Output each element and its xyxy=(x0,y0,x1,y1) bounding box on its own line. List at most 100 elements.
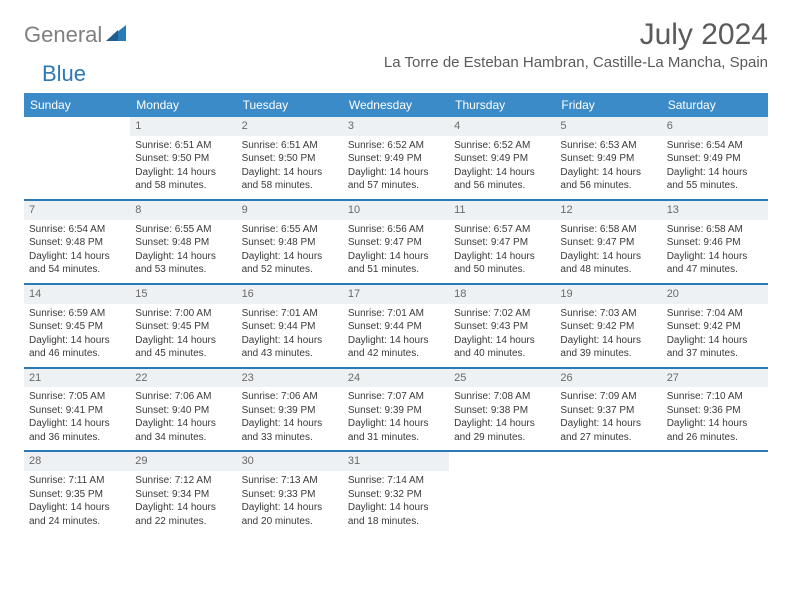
sunrise-line: Sunrise: 6:58 AM xyxy=(560,223,656,237)
calendar-table: SundayMondayTuesdayWednesdayThursdayFrid… xyxy=(24,93,768,534)
sunrise-line: Sunrise: 7:02 AM xyxy=(454,307,550,321)
weekday-header: Saturday xyxy=(662,93,768,117)
sunset-line: Sunset: 9:49 PM xyxy=(667,152,763,166)
calendar-week-row: 21Sunrise: 7:05 AMSunset: 9:41 PMDayligh… xyxy=(24,368,768,452)
calendar-cell: 25Sunrise: 7:08 AMSunset: 9:38 PMDayligh… xyxy=(449,368,555,452)
calendar-header-row: SundayMondayTuesdayWednesdayThursdayFrid… xyxy=(24,93,768,117)
daylight-line: Daylight: 14 hours and 24 minutes. xyxy=(29,501,125,528)
weekday-header: Monday xyxy=(130,93,236,117)
weekday-header: Tuesday xyxy=(237,93,343,117)
daylight-line: Daylight: 14 hours and 50 minutes. xyxy=(454,250,550,277)
calendar-cell: 23Sunrise: 7:06 AMSunset: 9:39 PMDayligh… xyxy=(237,368,343,452)
day-number: 20 xyxy=(662,285,768,304)
calendar-week-row: 28Sunrise: 7:11 AMSunset: 9:35 PMDayligh… xyxy=(24,451,768,534)
daylight-line: Daylight: 14 hours and 22 minutes. xyxy=(135,501,231,528)
sunrise-line: Sunrise: 7:11 AM xyxy=(29,474,125,488)
day-number: 27 xyxy=(662,369,768,388)
day-number: 5 xyxy=(555,117,661,136)
daylight-line: Daylight: 14 hours and 53 minutes. xyxy=(135,250,231,277)
sunset-line: Sunset: 9:42 PM xyxy=(667,320,763,334)
sunrise-line: Sunrise: 6:55 AM xyxy=(135,223,231,237)
sunset-line: Sunset: 9:50 PM xyxy=(242,152,338,166)
sunrise-line: Sunrise: 6:56 AM xyxy=(348,223,444,237)
daylight-line: Daylight: 14 hours and 56 minutes. xyxy=(454,166,550,193)
daylight-line: Daylight: 14 hours and 18 minutes. xyxy=(348,501,444,528)
calendar-cell: . xyxy=(24,117,130,200)
sunrise-line: Sunrise: 7:13 AM xyxy=(242,474,338,488)
sunrise-line: Sunrise: 6:54 AM xyxy=(667,139,763,153)
day-number: 18 xyxy=(449,285,555,304)
calendar-cell: 14Sunrise: 6:59 AMSunset: 9:45 PMDayligh… xyxy=(24,284,130,368)
day-number: 12 xyxy=(555,201,661,220)
day-number: 31 xyxy=(343,452,449,471)
daylight-line: Daylight: 14 hours and 27 minutes. xyxy=(560,417,656,444)
sunset-line: Sunset: 9:32 PM xyxy=(348,488,444,502)
calendar-cell: . xyxy=(555,451,661,534)
calendar-cell: 7Sunrise: 6:54 AMSunset: 9:48 PMDaylight… xyxy=(24,200,130,284)
day-number: 10 xyxy=(343,201,449,220)
day-number: 19 xyxy=(555,285,661,304)
calendar-week-row: .1Sunrise: 6:51 AMSunset: 9:50 PMDayligh… xyxy=(24,117,768,200)
sunrise-line: Sunrise: 6:52 AM xyxy=(348,139,444,153)
calendar-cell: 5Sunrise: 6:53 AMSunset: 9:49 PMDaylight… xyxy=(555,117,661,200)
sunset-line: Sunset: 9:41 PM xyxy=(29,404,125,418)
sunset-line: Sunset: 9:36 PM xyxy=(667,404,763,418)
day-number: 22 xyxy=(130,369,236,388)
sunset-line: Sunset: 9:49 PM xyxy=(560,152,656,166)
sunrise-line: Sunrise: 7:10 AM xyxy=(667,390,763,404)
sunset-line: Sunset: 9:48 PM xyxy=(29,236,125,250)
daylight-line: Daylight: 14 hours and 48 minutes. xyxy=(560,250,656,277)
daylight-line: Daylight: 14 hours and 58 minutes. xyxy=(135,166,231,193)
day-number: 14 xyxy=(24,285,130,304)
calendar-cell: 15Sunrise: 7:00 AMSunset: 9:45 PMDayligh… xyxy=(130,284,236,368)
sunrise-line: Sunrise: 7:03 AM xyxy=(560,307,656,321)
daylight-line: Daylight: 14 hours and 47 minutes. xyxy=(667,250,763,277)
daylight-line: Daylight: 14 hours and 26 minutes. xyxy=(667,417,763,444)
daylight-line: Daylight: 14 hours and 46 minutes. xyxy=(29,334,125,361)
day-number: 15 xyxy=(130,285,236,304)
day-number: 16 xyxy=(237,285,343,304)
sunset-line: Sunset: 9:44 PM xyxy=(242,320,338,334)
day-number: 3 xyxy=(343,117,449,136)
day-number: 24 xyxy=(343,369,449,388)
sunrise-line: Sunrise: 7:14 AM xyxy=(348,474,444,488)
calendar-cell: 31 Sunrise: 7:14 AMSunset: 9:32 PMDayligh… xyxy=(343,451,449,534)
sunset-line: Sunset: 9:33 PM xyxy=(242,488,338,502)
daylight-line: Daylight: 14 hours and 29 minutes. xyxy=(454,417,550,444)
calendar-cell: 17Sunrise: 7:01 AMSunset: 9:44 PMDayligh… xyxy=(343,284,449,368)
sunrise-line: Sunrise: 6:52 AM xyxy=(454,139,550,153)
calendar-cell: 6 Sunrise: 6:54 AMSunset: 9:49 PMDaylight… xyxy=(662,117,768,200)
weekday-header: Thursday xyxy=(449,93,555,117)
calendar-cell: 27 Sunrise: 7:10 AMSunset: 9:36 PMDayligh… xyxy=(662,368,768,452)
daylight-line: Daylight: 14 hours and 45 minutes. xyxy=(135,334,231,361)
sunset-line: Sunset: 9:40 PM xyxy=(135,404,231,418)
day-number: 23 xyxy=(237,369,343,388)
calendar-cell: 13Sunrise: 6:58 AMSunset: 9:46 PMDayligh… xyxy=(662,200,768,284)
day-number: 29 xyxy=(130,452,236,471)
calendar-cell: 9Sunrise: 6:55 AMSunset: 9:48 PMDaylight… xyxy=(237,200,343,284)
sunset-line: Sunset: 9:48 PM xyxy=(135,236,231,250)
day-number: 13 xyxy=(662,201,768,220)
day-number: 1 xyxy=(130,117,236,136)
sunrise-line: Sunrise: 7:09 AM xyxy=(560,390,656,404)
sunrise-line: Sunrise: 6:51 AM xyxy=(135,139,231,153)
day-number: 6 xyxy=(662,117,768,136)
day-number: 7 xyxy=(24,201,130,220)
weekday-header: Wednesday xyxy=(343,93,449,117)
calendar-cell: 3Sunrise: 6:52 AMSunset: 9:49 PMDaylight… xyxy=(343,117,449,200)
sunrise-line: Sunrise: 6:54 AM xyxy=(29,223,125,237)
daylight-line: Daylight: 14 hours and 51 minutes. xyxy=(348,250,444,277)
calendar-cell: 18Sunrise: 7:02 AMSunset: 9:43 PMDayligh… xyxy=(449,284,555,368)
calendar-cell: 8Sunrise: 6:55 AMSunset: 9:48 PMDaylight… xyxy=(130,200,236,284)
sunset-line: Sunset: 9:39 PM xyxy=(348,404,444,418)
sunrise-line: Sunrise: 6:59 AM xyxy=(29,307,125,321)
daylight-line: Daylight: 14 hours and 55 minutes. xyxy=(667,166,763,193)
daylight-line: Daylight: 14 hours and 57 minutes. xyxy=(348,166,444,193)
daylight-line: Daylight: 14 hours and 52 minutes. xyxy=(242,250,338,277)
sunset-line: Sunset: 9:47 PM xyxy=(560,236,656,250)
month-title: July 2024 xyxy=(384,18,768,52)
sunset-line: Sunset: 9:48 PM xyxy=(242,236,338,250)
daylight-line: Daylight: 14 hours and 58 minutes. xyxy=(242,166,338,193)
daylight-line: Daylight: 14 hours and 42 minutes. xyxy=(348,334,444,361)
sunrise-line: Sunrise: 7:00 AM xyxy=(135,307,231,321)
